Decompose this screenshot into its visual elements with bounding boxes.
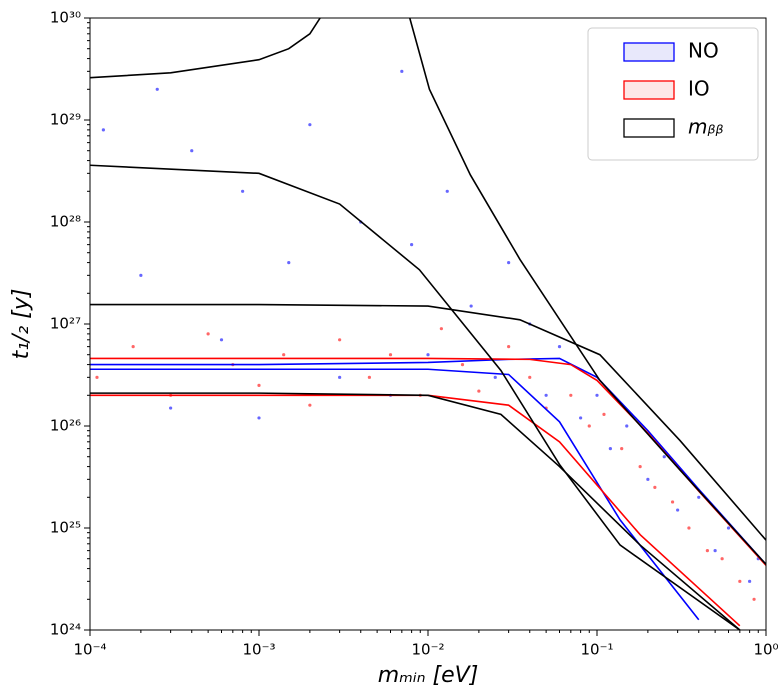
scatter-point: [469, 304, 473, 308]
curve: [408, 18, 766, 565]
scatter-point: [569, 393, 573, 397]
y-tick-label: 10²⁴: [50, 621, 81, 639]
legend-swatch: [623, 80, 675, 100]
scatter-point: [388, 353, 393, 357]
scatter-point: [528, 375, 532, 379]
x-tick-label: 10⁻³: [242, 641, 275, 659]
y-tick-label: 10³⁰: [50, 9, 81, 27]
scatter-point: [687, 526, 691, 530]
scatter-point: [620, 447, 624, 451]
scatter-point: [713, 549, 717, 553]
y-tick-label: 10²⁹: [50, 111, 81, 129]
x-tick-label: 10⁻¹: [580, 641, 613, 659]
scatter-point: [131, 345, 135, 349]
scatter-point: [602, 412, 606, 416]
scatter-point: [662, 455, 666, 459]
scatter-point: [139, 273, 143, 277]
y-axis-label: t₁/₂ [y]: [9, 289, 34, 360]
scatter-point: [625, 424, 629, 428]
scatter-point: [507, 260, 511, 265]
scatter-point: [338, 338, 342, 342]
y-tick-label: 10²⁸: [50, 213, 81, 231]
curve: [90, 392, 741, 630]
scatter-point: [670, 500, 675, 504]
scatter-point: [101, 128, 105, 132]
scatter-point: [257, 416, 261, 420]
scatter-point: [595, 393, 599, 397]
scatter-point: [507, 345, 511, 349]
scatter-point: [155, 87, 159, 91]
curve: [90, 18, 321, 79]
scatter-point: [257, 383, 261, 388]
scatter-point: [738, 579, 742, 583]
curve: [90, 357, 766, 565]
scatter-point: [169, 406, 173, 410]
curve: [90, 394, 741, 627]
scatter-point: [752, 597, 756, 601]
scatter-point: [720, 557, 724, 561]
scatter-point: [282, 353, 286, 357]
scatter-point: [579, 416, 583, 420]
scatter-point: [705, 549, 709, 553]
y-tick-label: 10²⁶: [50, 417, 81, 435]
scatter-point: [653, 485, 657, 490]
legend: NO IO mᵦᵦ: [587, 27, 759, 161]
curve: [90, 368, 700, 621]
curve: [90, 357, 766, 566]
scatter-point: [410, 243, 414, 247]
scatter-point: [676, 508, 680, 512]
legend-label: NO: [688, 39, 719, 63]
legend-label: mᵦᵦ: [688, 115, 724, 139]
scatter-point: [608, 447, 612, 451]
y-tick-label: 10²⁷: [50, 315, 81, 333]
scatter-point: [439, 327, 443, 331]
scatter-point: [426, 353, 430, 357]
legend-label: IO: [688, 77, 710, 101]
x-tick-label: 10⁻⁴: [73, 641, 106, 659]
scatter-point: [206, 332, 210, 336]
scatter-point: [726, 526, 731, 530]
scatter-point: [697, 495, 701, 499]
scatter-point: [445, 189, 449, 193]
scatter-point: [308, 403, 312, 407]
legend-swatch: [623, 118, 675, 138]
scatter-point: [587, 424, 591, 428]
scatter-point: [338, 375, 342, 379]
scatter-point: [460, 362, 465, 367]
scatter-point: [748, 579, 752, 583]
x-tick-label: 10⁰: [753, 641, 778, 659]
legend-swatch: [623, 42, 675, 62]
scatter-point: [638, 464, 642, 469]
plot-area: [90, 18, 766, 630]
scatter-point: [308, 123, 312, 127]
scatter-point: [544, 393, 548, 397]
scatter-point: [241, 189, 245, 193]
y-tick-label: 10²⁵: [50, 519, 81, 537]
scatter-point: [190, 149, 194, 153]
scatter-point: [287, 260, 291, 265]
x-axis-label: mₘᵢₙ [eV]: [378, 663, 479, 688]
curve: [90, 303, 766, 541]
scatter-point: [219, 338, 224, 342]
scatter-point: [400, 69, 404, 73]
scatter-point: [477, 389, 481, 393]
scatter-point: [95, 375, 99, 379]
scatter-point: [557, 345, 562, 349]
x-tick-label: 10⁻²: [411, 641, 444, 659]
scatter-point: [646, 477, 650, 481]
curve: [90, 164, 741, 630]
scatter-point: [493, 375, 497, 379]
scatter-point: [367, 375, 371, 379]
